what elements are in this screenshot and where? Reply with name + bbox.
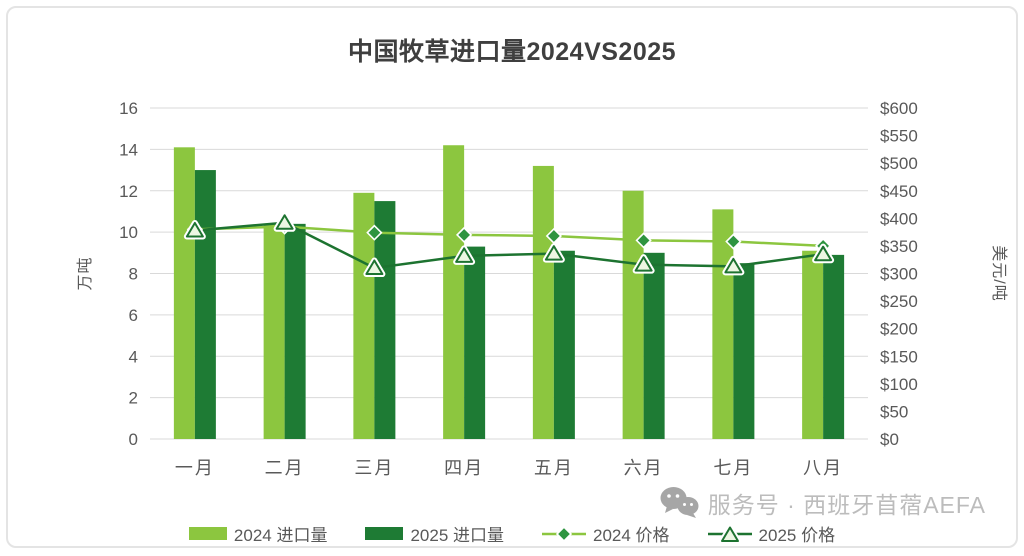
legend-item-2024-price: 2024 价格 [542, 521, 670, 546]
x-axis-label: 七月 [713, 458, 753, 478]
bar [284, 223, 306, 439]
x-axis-label: 四月 [444, 458, 484, 478]
legend-line-icon [542, 525, 586, 542]
right-axis-title: 美元/吨 [990, 245, 1008, 301]
price-point-triangle [275, 214, 294, 230]
x-axis-label: 一月 [175, 458, 215, 478]
watermark: 服务号 · 西班牙苜蓿AEFA [660, 486, 986, 520]
price-point-triangle [634, 256, 653, 272]
chart-title: 中国牧草进口量2024VS2025 [347, 38, 677, 66]
price-point-diamond [635, 232, 652, 249]
legend-item-2024-imports: 2024 进口量 [188, 521, 328, 546]
left-axis-tick: 14 [119, 140, 138, 159]
wechat-icon [660, 487, 699, 518]
right-axis-tick: $400 [880, 209, 918, 228]
left-axis-title: 万吨 [76, 256, 94, 290]
right-axis-tick: $150 [880, 347, 918, 366]
left-axis-tick: 8 [129, 265, 138, 284]
price-point-triangle [724, 257, 743, 274]
left-axis-tick: 4 [129, 347, 138, 366]
price-point-triangle [455, 247, 474, 263]
legend-marker-2024-price [542, 525, 586, 543]
right-axis-tick: $300 [880, 265, 918, 284]
bar [443, 145, 465, 440]
left-axis-tick: 2 [129, 389, 138, 408]
legend-swatch-2025-imports [365, 527, 404, 540]
bar [823, 254, 845, 439]
bar [553, 250, 575, 439]
x-axis-label: 六月 [624, 458, 664, 478]
legend-label-2024-imports: 2024 进口量 [233, 526, 328, 545]
legend-item-2025-imports: 2025 进口量 [365, 521, 504, 546]
price-line [194, 225, 824, 248]
right-axis-tick: $0 [880, 430, 899, 449]
price-point-diamond [366, 224, 383, 241]
price-point-diamond [725, 233, 742, 250]
price-point-triangle [544, 245, 563, 261]
x-axis-label: 二月 [265, 458, 305, 478]
bar [173, 147, 195, 439]
legend-label-2024-price: 2024 价格 [593, 526, 670, 545]
legend-line-icon [707, 524, 752, 544]
price-point-diamond [455, 226, 473, 244]
legend-item-2025-price: 2025 价格 [707, 521, 836, 546]
left-axis-tick: 0 [129, 430, 138, 449]
price-point-triangle [814, 245, 833, 262]
legend-label-2025-price: 2025 价格 [758, 526, 836, 545]
right-axis-tick: $200 [880, 320, 918, 339]
bar [802, 250, 824, 439]
bar [353, 192, 375, 439]
chart-legend: 2024 进口量 2025 进口量 2024 价格 2025 价格 [8, 521, 1016, 546]
price-point-triangle [365, 259, 384, 275]
right-axis-tick: $450 [880, 182, 918, 201]
left-axis-tick: 10 [119, 223, 138, 242]
bar [643, 252, 665, 439]
bar [733, 263, 755, 439]
price-point-triangle [185, 221, 204, 238]
bar [532, 165, 554, 440]
right-axis-tick: $550 [880, 127, 918, 146]
left-axis-tick: 12 [119, 182, 138, 201]
bar [464, 246, 486, 439]
right-axis-tick: $350 [880, 237, 918, 256]
price-line [194, 221, 824, 270]
x-axis-label: 八月 [803, 458, 843, 478]
bar [263, 223, 285, 439]
right-axis-tick: $250 [880, 292, 918, 311]
price-point-triangle [720, 526, 739, 542]
price-point-diamond [555, 525, 573, 542]
x-axis-label: 三月 [354, 458, 394, 478]
watermark-text: 服务号 · 西班牙苜蓿AEFA [707, 492, 986, 518]
right-axis-tick: $100 [880, 375, 918, 394]
right-axis-tick: $600 [880, 99, 918, 118]
left-axis-tick: 16 [119, 99, 138, 118]
bar [194, 170, 216, 439]
chart-card: 中国牧草进口量2024VS2025 0 2 4 6 8 10 12 14 16 $0 $50 $100… [6, 6, 1018, 548]
bar [374, 201, 396, 439]
legend-label-2025-imports: 2025 进口量 [410, 526, 504, 545]
right-axis-tick: $500 [880, 154, 918, 173]
legend-marker-2025-price [707, 524, 752, 544]
legend-swatch-2024-imports [188, 527, 227, 540]
x-axis-label: 五月 [534, 458, 574, 478]
left-axis-tick: 6 [129, 306, 138, 325]
price-point-diamond [545, 227, 563, 245]
right-axis-tick: $50 [880, 402, 908, 421]
bar [622, 190, 644, 439]
